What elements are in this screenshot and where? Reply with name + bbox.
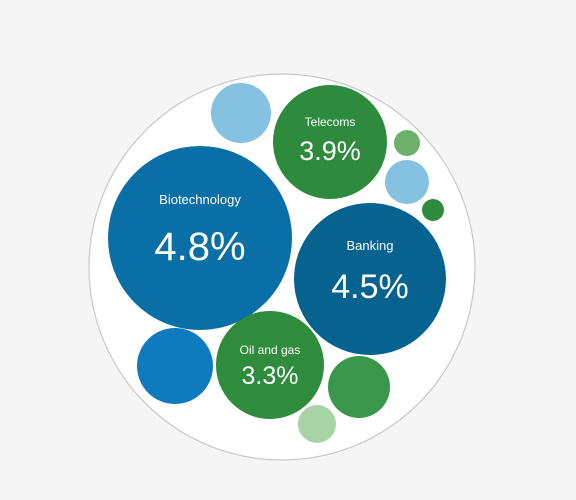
- bubble-telecoms: [273, 85, 387, 199]
- bubbles-group: Biotechnology 4.8% Banking 4.5% Telecoms 3.9%…: [108, 83, 446, 443]
- bubble-value-biotechnology: 4.8%: [154, 225, 245, 269]
- bubble-green-pale-bottom: [298, 405, 336, 443]
- bubble-green-small-top-right: [394, 130, 420, 156]
- bubble-label-banking: Banking: [347, 238, 394, 253]
- bubble-oil-and-gas: [216, 311, 324, 419]
- bubble-blue-small-right: [385, 160, 429, 204]
- bubble-green-bottom-right: [328, 356, 390, 418]
- bubble-green-tiny-right: [422, 199, 444, 221]
- bubble-blue-top: [211, 83, 271, 143]
- bubble-value-banking: 4.5%: [331, 268, 409, 306]
- bubble-label-telecoms: Telecoms: [305, 115, 356, 129]
- bubble-biotechnology: [108, 146, 292, 330]
- bubble-banking: [294, 203, 446, 355]
- bubble-value-oil-and-gas: 3.3%: [242, 362, 299, 390]
- bubble-label-biotechnology: Biotechnology: [159, 192, 241, 207]
- bubble-blue-bottom-left: [137, 328, 213, 404]
- bubble-label-oil-and-gas: Oil and gas: [240, 343, 301, 357]
- bubble-value-telecoms: 3.9%: [299, 136, 361, 166]
